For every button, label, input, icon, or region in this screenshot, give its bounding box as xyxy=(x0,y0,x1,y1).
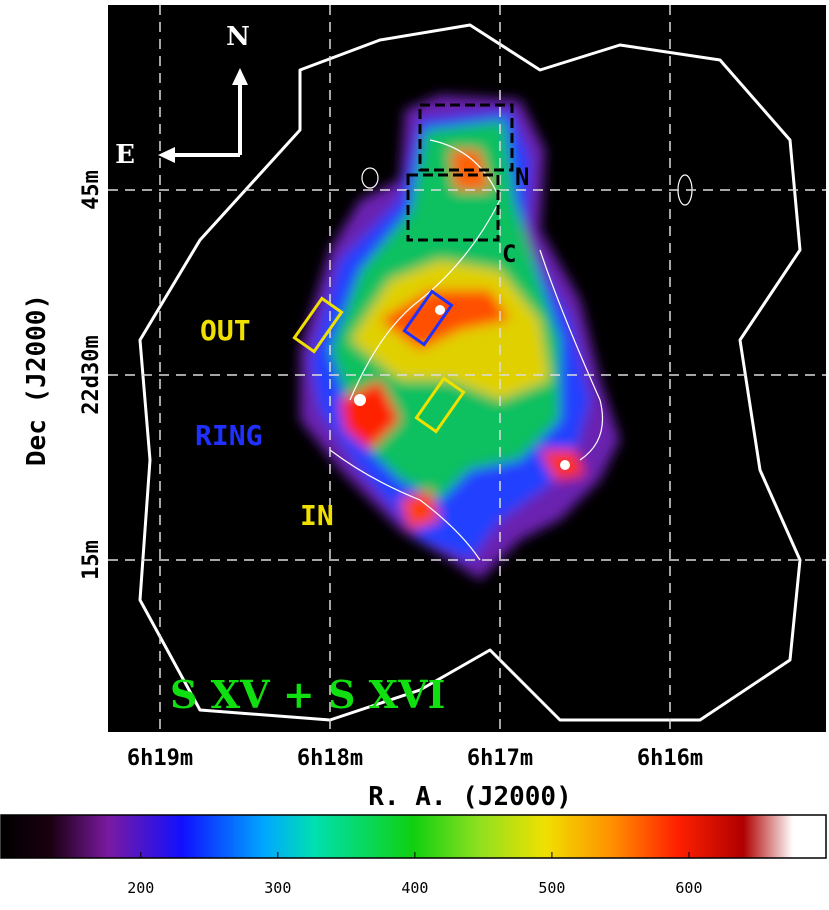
colorbar-tick-label: 300 xyxy=(264,879,291,897)
region-label: C xyxy=(502,240,516,268)
y-tick-label: 15m xyxy=(79,540,104,580)
x-axis-label: R. A. (J2000) xyxy=(368,782,572,812)
y-tick-label: 45m xyxy=(79,170,104,210)
region-label: OUT xyxy=(200,314,251,347)
colorbar-tick-label: 400 xyxy=(401,879,428,897)
compass-arrows xyxy=(158,68,248,163)
region-label: N xyxy=(515,163,529,191)
x-tick-label: 6h19m xyxy=(127,746,193,771)
grid xyxy=(108,5,826,732)
outer-contour xyxy=(138,23,802,722)
x-tick-label: 6h17m xyxy=(467,746,533,771)
colorbar-tick-label: 200 xyxy=(127,879,154,897)
north-label: N xyxy=(226,22,250,52)
regions xyxy=(292,103,514,434)
band-label: S XV + S XVI xyxy=(170,672,445,717)
x-tick-label: 6h16m xyxy=(637,746,703,771)
inner-contours xyxy=(329,139,693,561)
y-tick-label: 22d30m xyxy=(79,335,104,414)
colorbar-tick-label: 500 xyxy=(538,879,565,897)
colorbar xyxy=(0,814,827,859)
region-label: IN xyxy=(300,499,334,532)
colorbar-tick-label: 600 xyxy=(675,879,702,897)
peaks xyxy=(354,305,570,470)
east-label: E xyxy=(115,140,135,170)
y-axis-label: Dec (J2000) xyxy=(22,294,52,466)
region-label: RING xyxy=(195,419,262,452)
x-tick-label: 6h18m xyxy=(297,746,363,771)
